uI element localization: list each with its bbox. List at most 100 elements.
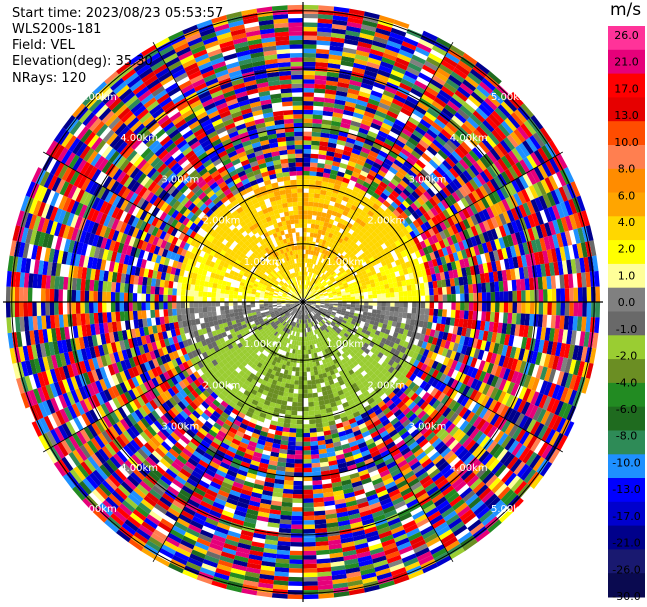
velocity-gate <box>516 302 522 314</box>
velocity-gate <box>405 140 416 150</box>
velocity-gate <box>368 302 373 306</box>
velocity-gate <box>548 414 559 429</box>
velocity-gate <box>543 353 551 368</box>
velocity-gate <box>560 231 568 247</box>
velocity-gate <box>325 155 334 161</box>
velocity-gate <box>370 353 378 360</box>
velocity-gate <box>396 183 406 192</box>
velocity-gate <box>522 202 532 216</box>
velocity-gate <box>341 271 347 276</box>
velocity-gate <box>469 164 480 177</box>
velocity-gate <box>454 334 462 344</box>
velocity-gate <box>423 261 430 270</box>
velocity-gate <box>439 272 446 281</box>
velocity-gate <box>306 296 310 300</box>
velocity-gate <box>445 170 456 181</box>
velocity-gate <box>313 291 318 295</box>
velocity-gate <box>466 356 474 367</box>
velocity-gate <box>390 178 400 187</box>
velocity-gate <box>507 114 521 129</box>
velocity-gate <box>326 272 331 278</box>
velocity-gate <box>502 211 511 224</box>
velocity-gate <box>515 313 522 325</box>
velocity-gate <box>315 418 323 424</box>
velocity-gate <box>572 316 578 331</box>
velocity-gate <box>491 129 504 143</box>
velocity-gate <box>384 240 391 248</box>
velocity-gate <box>418 139 430 150</box>
velocity-gate <box>468 150 480 162</box>
velocity-gate <box>556 218 565 233</box>
velocity-gate <box>572 243 580 259</box>
velocity-gate <box>405 225 413 233</box>
velocity-gate <box>338 273 344 279</box>
velocity-gate <box>466 425 477 437</box>
velocity-gate <box>502 223 511 236</box>
velocity-gate <box>394 119 406 128</box>
velocity-gate <box>295 441 303 447</box>
velocity-gate <box>426 245 434 254</box>
velocity-gate <box>364 177 373 185</box>
velocity-gate <box>526 154 538 169</box>
velocity-gate <box>303 459 312 464</box>
velocity-gate <box>508 302 513 313</box>
velocity-gate <box>398 230 406 238</box>
velocity-gate <box>296 424 303 429</box>
velocity-gate <box>439 323 446 332</box>
velocity-gate <box>306 296 311 300</box>
velocity-gate <box>490 91 504 105</box>
velocity-gate <box>562 403 573 420</box>
velocity-gate <box>303 537 316 543</box>
velocity-gate <box>307 280 310 286</box>
velocity-gate <box>312 484 323 490</box>
velocity-gate <box>306 362 310 368</box>
velocity-gate <box>313 101 324 107</box>
velocity-gate <box>312 268 316 274</box>
velocity-gate <box>423 221 432 230</box>
velocity-gate <box>444 324 450 333</box>
velocity-gate <box>492 401 502 414</box>
velocity-gate <box>357 343 364 349</box>
velocity-gate <box>423 238 431 247</box>
velocity-gate <box>505 394 515 408</box>
velocity-gate <box>406 284 412 291</box>
velocity-gate <box>454 445 466 457</box>
velocity-gate <box>426 418 437 429</box>
velocity-gate <box>349 79 362 87</box>
velocity-gate <box>384 85 398 95</box>
velocity-gate <box>561 260 568 275</box>
velocity-gate <box>467 192 477 204</box>
velocity-gate <box>442 209 451 219</box>
velocity-gate <box>324 260 330 266</box>
velocity-gate <box>529 135 542 150</box>
velocity-gate <box>304 271 307 276</box>
velocity-gate <box>379 98 392 107</box>
velocity-gate <box>367 210 375 218</box>
velocity-gate <box>310 441 319 446</box>
velocity-gate <box>416 302 421 309</box>
velocity-gate <box>292 489 303 495</box>
velocity-gate <box>445 78 460 90</box>
velocity-gate <box>315 304 321 307</box>
velocity-gate <box>475 404 485 417</box>
velocity-gate <box>303 576 318 582</box>
velocity-gate <box>448 118 461 130</box>
velocity-gate <box>428 159 439 170</box>
velocity-gate <box>576 272 583 288</box>
velocity-gate <box>443 219 451 229</box>
velocity-gate <box>494 107 508 121</box>
velocity-gate <box>409 365 417 374</box>
velocity-gate <box>423 90 437 101</box>
velocity-gate <box>573 375 582 392</box>
velocity-gate <box>303 4 319 10</box>
velocity-gate <box>345 292 351 296</box>
velocity-gate <box>510 112 524 126</box>
velocity-gate <box>390 102 403 112</box>
velocity-gate <box>461 385 471 396</box>
velocity-gate <box>478 330 485 341</box>
velocity-gate <box>400 250 407 258</box>
velocity-gate <box>303 563 317 569</box>
velocity-gate <box>389 311 395 317</box>
velocity-gate <box>291 511 303 517</box>
velocity-gate <box>315 306 320 310</box>
